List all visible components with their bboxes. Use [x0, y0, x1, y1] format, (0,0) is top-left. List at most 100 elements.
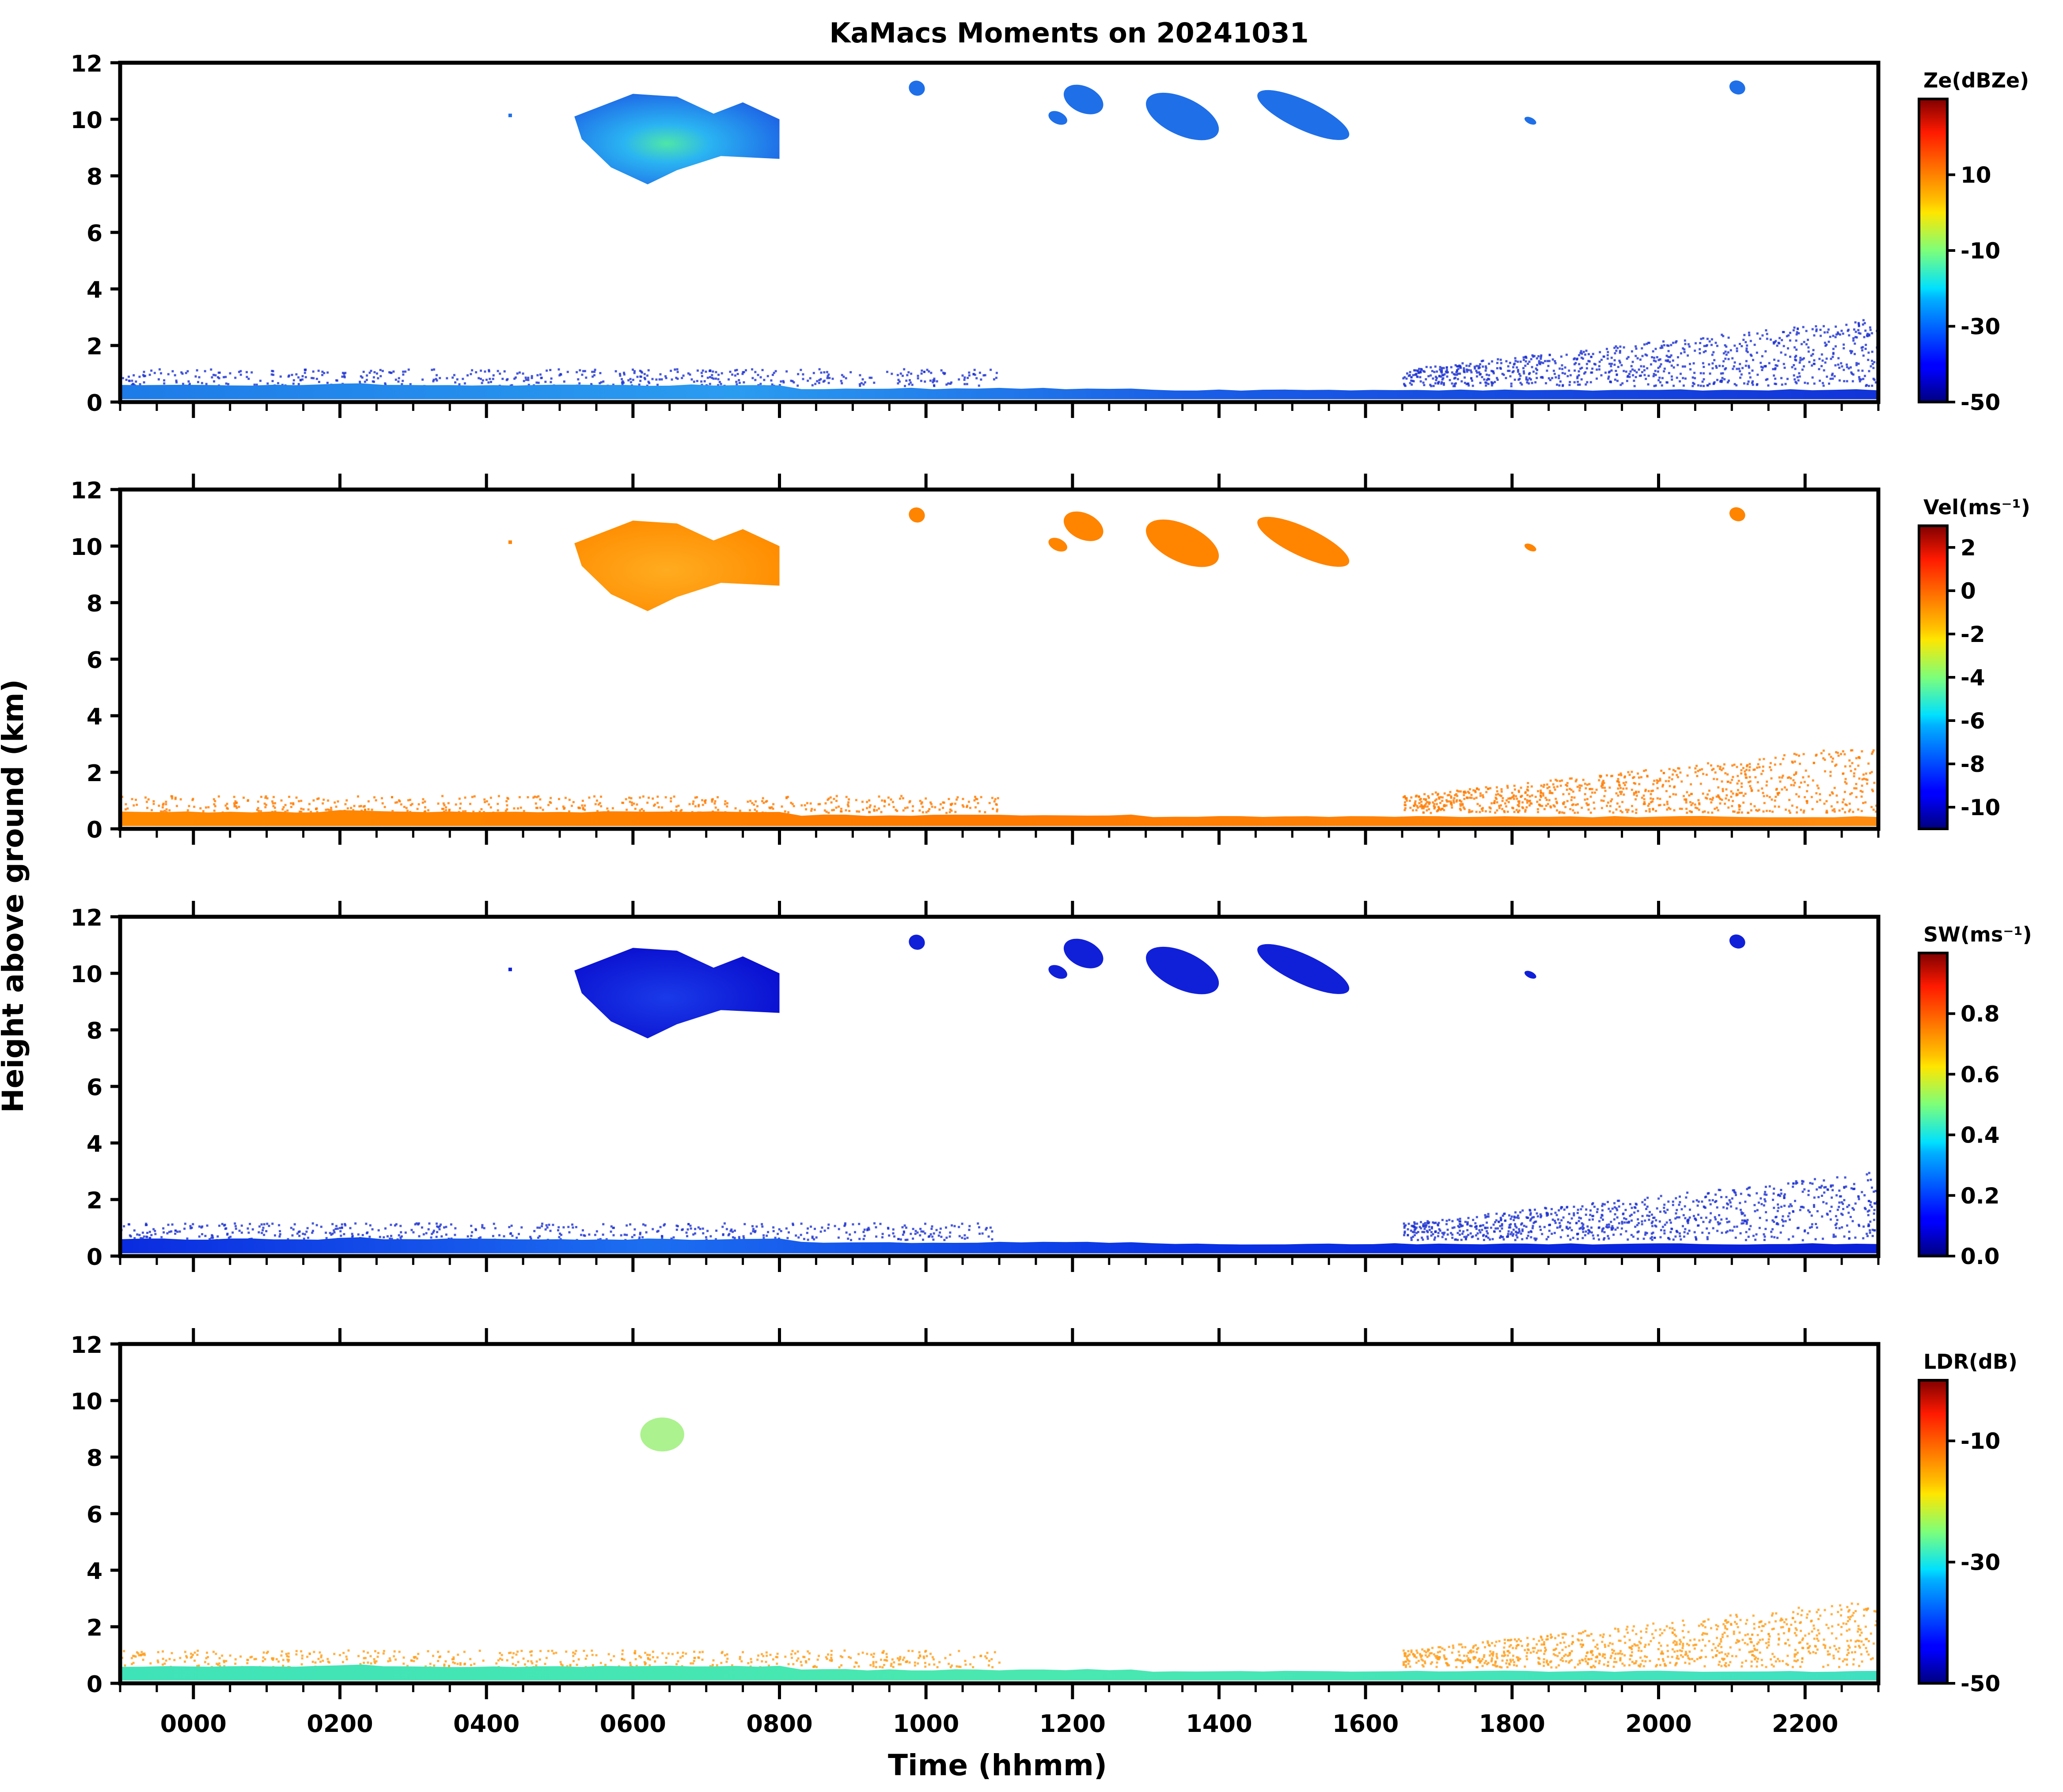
speckle	[459, 1662, 462, 1664]
speckle	[304, 369, 307, 372]
speckle	[1607, 351, 1609, 353]
speckle	[1646, 367, 1649, 370]
speckle	[1527, 782, 1529, 784]
speckle	[132, 1655, 134, 1657]
speckle	[1871, 1235, 1874, 1237]
speckle	[582, 370, 584, 372]
speckle	[725, 1228, 728, 1230]
speckle	[1443, 1231, 1446, 1234]
speckle	[1412, 380, 1415, 383]
speckle	[1646, 354, 1648, 357]
speckle	[1461, 1232, 1464, 1235]
speckle	[542, 809, 544, 811]
speckle	[439, 377, 441, 380]
speckle	[1824, 759, 1826, 761]
speckle	[1742, 338, 1745, 341]
speckle	[1837, 754, 1840, 757]
speckle	[383, 1236, 385, 1239]
speckle	[297, 1230, 300, 1233]
speckle	[1787, 347, 1789, 349]
speckle	[1868, 1209, 1870, 1212]
speckle	[1694, 1217, 1696, 1220]
speckle	[513, 377, 516, 380]
speckle	[273, 806, 276, 809]
speckle	[1533, 355, 1536, 357]
speckle	[972, 1666, 975, 1668]
speckle	[600, 805, 603, 808]
speckle	[1795, 333, 1798, 336]
speckle	[635, 1665, 638, 1667]
speckle	[1808, 361, 1811, 363]
speckle	[503, 370, 506, 373]
high-cloud-patch	[1524, 543, 1536, 552]
speckle	[1775, 1215, 1778, 1218]
speckle	[1424, 799, 1427, 801]
speckle	[1749, 340, 1752, 342]
speckle	[577, 1658, 580, 1661]
speckle	[1818, 357, 1821, 360]
speckle	[1771, 798, 1773, 801]
speckle	[1747, 812, 1750, 814]
speckle	[1626, 380, 1628, 382]
speckle	[1575, 778, 1578, 781]
speckle	[1619, 809, 1622, 812]
speckle	[1442, 1233, 1445, 1236]
speckle	[679, 1656, 682, 1659]
speckle	[1512, 807, 1514, 809]
speckle	[1873, 1202, 1876, 1205]
speckle	[644, 378, 646, 380]
speckle	[1865, 778, 1867, 781]
speckle	[149, 1662, 152, 1665]
speckle	[717, 378, 720, 380]
speckle	[1421, 807, 1423, 809]
speckle	[188, 805, 190, 807]
speckle	[1770, 777, 1773, 780]
speckle	[572, 801, 575, 803]
speckle	[271, 800, 273, 803]
speckle	[1541, 805, 1543, 807]
speckle	[171, 1652, 173, 1655]
speckle	[1475, 375, 1478, 378]
speckle	[724, 1654, 726, 1657]
speckle	[221, 1223, 224, 1225]
speckle	[1826, 376, 1828, 378]
speckle	[599, 382, 601, 384]
speckle	[1771, 1228, 1774, 1230]
speckle	[639, 1231, 641, 1234]
speckle	[1590, 356, 1593, 358]
speckle	[1707, 1192, 1710, 1195]
speckle	[185, 372, 187, 374]
speckle	[1720, 372, 1722, 375]
speckle	[945, 383, 948, 386]
speckle	[1669, 785, 1671, 787]
speckle	[492, 1235, 494, 1238]
speckle	[919, 1234, 922, 1237]
speckle	[497, 1659, 500, 1662]
speckle	[1853, 775, 1855, 778]
speckle	[881, 1236, 884, 1238]
speckle	[949, 803, 952, 805]
speckle	[1403, 383, 1405, 385]
speckle	[1601, 1228, 1604, 1231]
speckle	[1477, 1238, 1479, 1240]
speckle	[1790, 784, 1793, 786]
speckle	[892, 806, 895, 809]
speckle	[1592, 1218, 1594, 1221]
speckle	[1742, 1222, 1745, 1225]
speckle	[1566, 1234, 1569, 1237]
speckle	[425, 1232, 428, 1234]
speckle	[1585, 383, 1587, 386]
speckle	[1705, 345, 1708, 347]
speckle	[975, 797, 977, 800]
speckle	[709, 376, 711, 379]
speckle	[1500, 362, 1502, 364]
speckle	[1682, 347, 1684, 350]
speckle	[143, 371, 145, 373]
speckle	[872, 1655, 875, 1658]
speckle	[1848, 810, 1851, 812]
speckle	[454, 381, 457, 384]
speckle	[734, 369, 736, 372]
speckle	[327, 799, 330, 802]
speckle	[366, 374, 368, 377]
